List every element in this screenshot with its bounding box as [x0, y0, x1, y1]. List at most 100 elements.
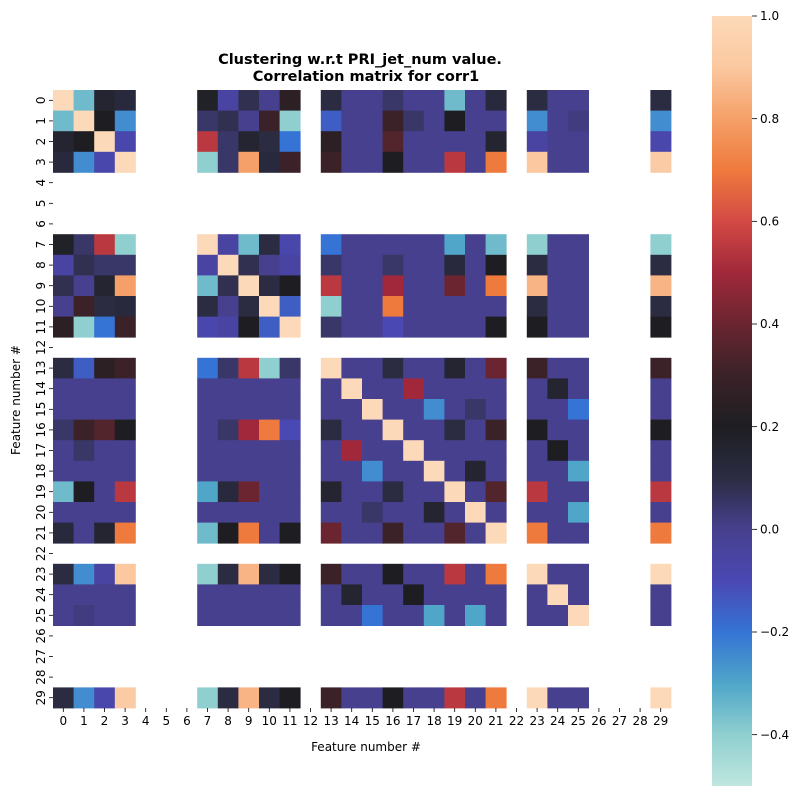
heatmap-cell-r0-c21	[485, 90, 507, 111]
heatmap-cell-r29-c15	[362, 687, 383, 709]
heatmap-cell-r29-c23	[526, 687, 548, 709]
heatmap-cell-r10-c8	[217, 296, 239, 317]
heatmap-cell-r10-c19	[444, 296, 466, 317]
heatmap-cell-r17-c16	[382, 440, 404, 462]
heatmap-cell-r15-c7	[197, 399, 219, 420]
heatmap-cell-r23-c7	[197, 563, 219, 585]
heatmap-cell-r14-c24	[547, 378, 569, 400]
heatmap-cell-r24-c13	[320, 584, 342, 606]
heatmap-cell-r13-c17	[403, 357, 425, 379]
heatmap-cell-r18-c1	[73, 460, 95, 482]
heatmap-cell-r24-c20	[465, 584, 486, 606]
heatmap-cell-r25-c15	[362, 605, 383, 626]
x-tick-label: 19	[447, 714, 462, 728]
heatmap-cell-r1-c21	[485, 110, 507, 132]
heatmap-cell-r19-c16	[382, 481, 404, 503]
y-tick-label: 13	[34, 360, 48, 375]
heatmap-cell-r1-c19	[444, 110, 466, 132]
heatmap-cell-r8-c14	[341, 254, 363, 276]
heatmap-cell-r10-c21	[485, 296, 507, 317]
heatmap-cell-r7-c14	[341, 234, 363, 256]
heatmap-cell-r2-c18	[423, 131, 445, 153]
x-tick-label: 0	[59, 714, 67, 728]
heatmap-cell-r1-c13	[320, 110, 342, 132]
heatmap-cell-r10-c3	[114, 296, 136, 317]
heatmap-cell-r0-c29	[650, 90, 672, 111]
heatmap-cell-r14-c7	[197, 378, 219, 400]
heatmap-cell-r20-c13	[320, 502, 342, 523]
heatmap-cell-r16-c10	[259, 419, 280, 441]
heatmap-cell-r10-c16	[382, 296, 404, 317]
y-tick-label: 26	[34, 628, 48, 643]
heatmap-cell-r16-c18	[423, 419, 445, 441]
colorbar-tick-label: 0.2	[760, 420, 779, 434]
heatmap-cell-r18-c9	[238, 460, 260, 482]
heatmap-cell-r8-c21	[485, 254, 507, 276]
y-tick-label: 12	[34, 340, 48, 355]
heatmap-cell-r17-c11	[279, 440, 301, 462]
heatmap-cell-r20-c23	[526, 502, 548, 523]
heatmap-cell-r10-c14	[341, 296, 363, 317]
heatmap-cell-r18-c21	[485, 460, 507, 482]
heatmap-cell-r17-c24	[547, 440, 569, 462]
heatmap-cell-r1-c24	[547, 110, 569, 132]
heatmap-cell-r0-c9	[238, 90, 260, 111]
heatmap-cell-r18-c16	[382, 460, 404, 482]
heatmap-cell-r11-c9	[238, 316, 260, 338]
heatmap-cell-r2-c13	[320, 131, 342, 153]
heatmap-cell-r14-c11	[279, 378, 301, 400]
heatmap-cell-r20-c21	[485, 502, 507, 523]
x-tick-label: 6	[183, 714, 191, 728]
heatmap-cell-r21-c7	[197, 522, 219, 544]
heatmap-cell-r8-c2	[94, 254, 116, 276]
heatmap-cell-r11-c25	[568, 316, 589, 338]
heatmap-cell-r24-c3	[114, 584, 136, 606]
heatmap-cell-r19-c9	[238, 481, 260, 503]
heatmap-cell-r21-c23	[526, 522, 548, 544]
heatmap-cell-r19-c3	[114, 481, 136, 503]
heatmap-cell-r10-c1	[73, 296, 95, 317]
heatmap-cell-r7-c16	[382, 234, 404, 256]
heatmap-cell-r15-c2	[94, 399, 116, 420]
heatmap-cell-r16-c29	[650, 419, 672, 441]
heatmap-cell-r17-c1	[73, 440, 95, 462]
heatmap-cell-r24-c29	[650, 584, 672, 606]
heatmap-cell-r29-c7	[197, 687, 219, 709]
heatmap-cell-r18-c14	[341, 460, 363, 482]
heatmap-cell-r20-c15	[362, 502, 383, 523]
heatmap-cell-r1-c17	[403, 110, 425, 132]
heatmap-cell-r7-c9	[238, 234, 260, 256]
heatmap-cell-r18-c23	[526, 460, 548, 482]
heatmap-cell-r1-c2	[94, 110, 116, 132]
heatmap-cell-r20-c29	[650, 502, 672, 523]
heatmap-cell-r9-c20	[465, 275, 486, 297]
heatmap-cell-r20-c18	[423, 502, 445, 523]
heatmap-cell-r29-c20	[465, 687, 486, 709]
heatmap-cell-r2-c25	[568, 131, 589, 153]
heatmap-cell-r24-c11	[279, 584, 301, 606]
heatmap-cell-r8-c18	[423, 254, 445, 276]
heatmap-cell-r14-c1	[73, 378, 95, 400]
heatmap-cell-r8-c23	[526, 254, 548, 276]
heatmap-cell-r19-c10	[259, 481, 280, 503]
heatmap-cell-r16-c1	[73, 419, 95, 441]
heatmap-cell-r24-c21	[485, 584, 507, 606]
heatmap-cell-r3-c3	[114, 151, 136, 173]
heatmap-cell-r13-c9	[238, 357, 260, 379]
heatmap-cell-r29-c21	[485, 687, 507, 709]
heatmap-cell-r16-c23	[526, 419, 548, 441]
heatmap-cell-r0-c10	[259, 90, 280, 111]
heatmap-cell-r3-c29	[650, 151, 672, 173]
x-tick-label: 7	[204, 714, 212, 728]
heatmap-cell-r3-c8	[217, 151, 239, 173]
heatmap-cell-r29-c18	[423, 687, 445, 709]
heatmap-cell-r7-c21	[485, 234, 507, 256]
heatmap-cell-r10-c23	[526, 296, 548, 317]
heatmap-cell-r23-c10	[259, 563, 280, 585]
heatmap-cell-r7-c29	[650, 234, 672, 256]
heatmap-cell-r11-c15	[362, 316, 383, 338]
heatmap-cell-r18-c13	[320, 460, 342, 482]
heatmap-cell-r9-c24	[547, 275, 569, 297]
x-tick-label: 5	[162, 714, 170, 728]
